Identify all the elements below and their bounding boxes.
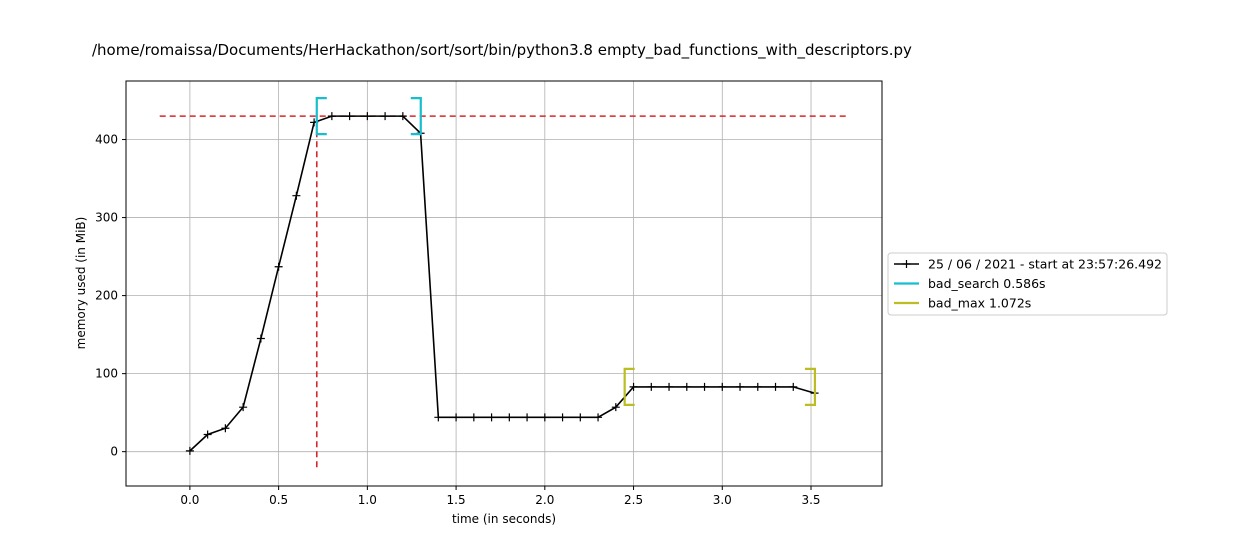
- y-tick-label: 100: [95, 367, 118, 381]
- data-point: [363, 112, 372, 121]
- data-point: [239, 403, 248, 412]
- data-point: [505, 413, 514, 422]
- x-tick-label: 1.0: [358, 493, 377, 507]
- grid-lines: [126, 81, 882, 486]
- function-bracket-end: [804, 367, 817, 406]
- data-point: [523, 413, 532, 422]
- plot-area-frame: [125, 80, 883, 487]
- function-bracket-start: [623, 367, 635, 406]
- data-point: [256, 334, 265, 343]
- data-point: [274, 262, 283, 271]
- function-bracket-start: [315, 97, 327, 136]
- peak-lines: [159, 115, 847, 468]
- legend-marker: [902, 260, 911, 268]
- data-point: [185, 446, 194, 455]
- y-tick-label: 300: [95, 211, 118, 225]
- legend-label: bad_max 1.072s: [928, 296, 1031, 311]
- x-tick-label: 2.0: [535, 493, 554, 507]
- x-tick-label: 1.5: [447, 493, 466, 507]
- x-tick-label: 3.5: [801, 493, 820, 507]
- data-point: [665, 382, 674, 391]
- y-tick-label: 400: [95, 133, 118, 147]
- data-point: [718, 382, 727, 391]
- legend: 25 / 06 / 2021 - start at 23:57:26.492 ba…: [887, 252, 1168, 316]
- y-tick-label: 0: [110, 445, 118, 459]
- legend-box: [887, 252, 1168, 316]
- data-point: [629, 382, 638, 391]
- data-point: [753, 382, 762, 391]
- data-point: [487, 413, 496, 422]
- data-point: [292, 191, 301, 200]
- x-tick-label: 2.5: [624, 493, 643, 507]
- x-tick-label: 3.0: [713, 493, 732, 507]
- data-point: [700, 382, 709, 391]
- data-point: [594, 413, 603, 422]
- function-bracket-end: [410, 97, 422, 136]
- x-tick-label: 0.5: [269, 493, 288, 507]
- y-axis-ticks: 0 100 200 300 400: [95, 133, 126, 459]
- data-point: [434, 413, 443, 422]
- data-point: [398, 112, 407, 121]
- data-point: [345, 112, 354, 121]
- data-point: [771, 382, 780, 391]
- data-point: [469, 413, 478, 422]
- legend-label: 25 / 06 / 2021 - start at 23:57:26.492: [928, 257, 1162, 272]
- x-axis-label: time (in seconds): [452, 512, 556, 526]
- data-point: [452, 413, 461, 422]
- data-point: [736, 382, 745, 391]
- data-point: [540, 413, 549, 422]
- x-axis-ticks: 0.0 0.5 1.0 1.5 2.0 2.5 3.0 3.5: [180, 486, 821, 507]
- data-point: [611, 403, 620, 412]
- data-point: [789, 382, 798, 391]
- y-axis-label: memory used (in MiB): [74, 217, 88, 350]
- function-brackets: [315, 97, 817, 406]
- data-point: [327, 112, 336, 121]
- chart-title: /home/romaissa/Documents/HerHackathon/so…: [92, 41, 912, 60]
- data-point: [576, 413, 585, 422]
- data-point: [647, 382, 656, 391]
- y-tick-label: 200: [95, 289, 118, 303]
- data-point: [221, 424, 230, 433]
- data-point: [558, 413, 567, 422]
- data-point: [381, 112, 390, 121]
- legend-label: bad_search 0.586s: [928, 276, 1046, 291]
- data-point: [682, 382, 691, 391]
- series-line: [189, 115, 815, 452]
- series-layer: [185, 112, 819, 455]
- data-point: [203, 430, 212, 439]
- x-tick-label: 0.0: [180, 493, 199, 507]
